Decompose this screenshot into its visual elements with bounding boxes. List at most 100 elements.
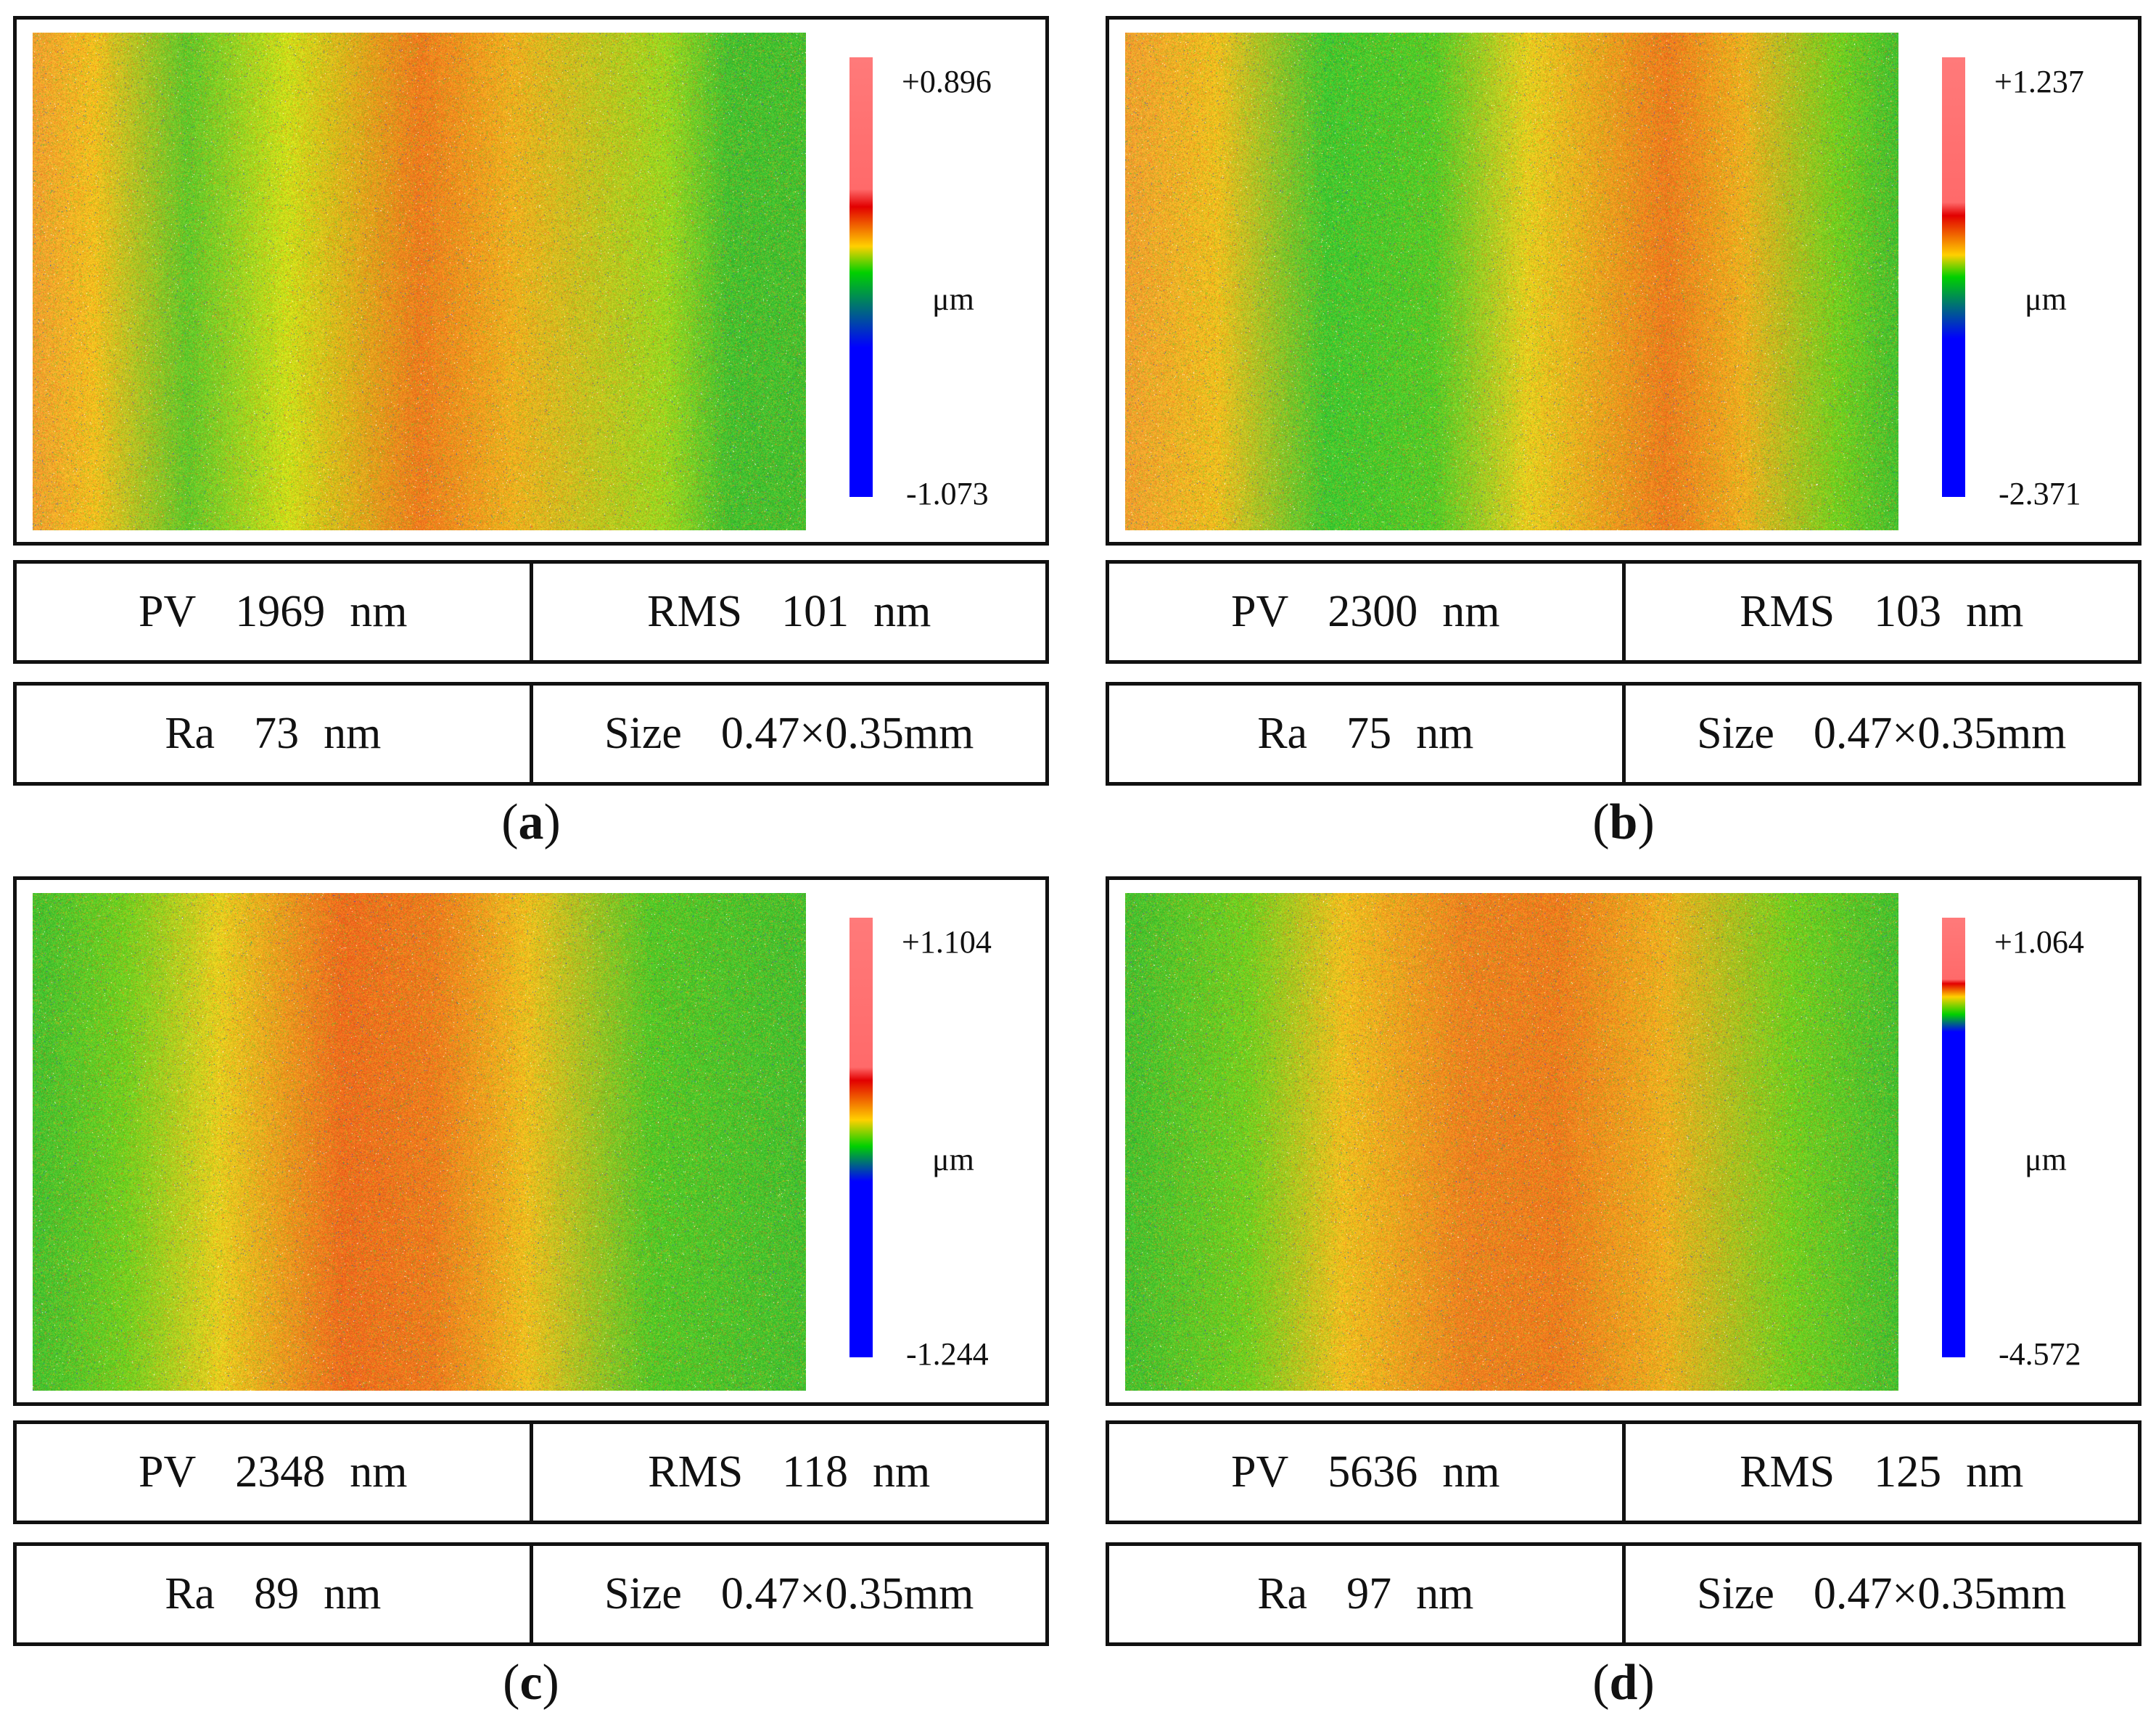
caption-letter: c bbox=[519, 1655, 543, 1711]
rms-value: 125 bbox=[1874, 1447, 1942, 1497]
ra-cell: Ra 89 nm bbox=[13, 1542, 533, 1646]
pv-cell: PV 2348 nm bbox=[13, 1420, 533, 1524]
pv-unit: nm bbox=[1442, 587, 1500, 636]
caption-close: ) bbox=[1637, 1655, 1655, 1711]
caption-open: ( bbox=[503, 1655, 520, 1711]
ra-label: Ra bbox=[1257, 1569, 1308, 1618]
panel-caption: (d) bbox=[1106, 1654, 2141, 1712]
ra-label: Ra bbox=[165, 1569, 215, 1618]
rms-unit: nm bbox=[1966, 1447, 2024, 1497]
caption-letter: a bbox=[518, 794, 544, 850]
pv-value: 2348 bbox=[235, 1447, 326, 1497]
scale-unit-label: μm bbox=[2025, 1142, 2067, 1177]
rms-label: RMS bbox=[1740, 587, 1835, 636]
panel-caption: (c) bbox=[13, 1654, 1049, 1712]
caption-open: ( bbox=[501, 794, 519, 850]
surface-height-map bbox=[33, 893, 806, 1391]
ra-unit: nm bbox=[324, 1569, 382, 1618]
size-label: Size bbox=[1697, 1569, 1774, 1618]
rms-unit: nm bbox=[873, 587, 931, 636]
surface-map-frame: +0.896 μm -1.073 bbox=[13, 16, 1049, 546]
scale-unit-label: μm bbox=[932, 281, 974, 317]
size-cell: Size 0.47×0.35mm bbox=[529, 1542, 1049, 1646]
pv-unit: nm bbox=[350, 1447, 408, 1497]
ra-value: 89 bbox=[254, 1569, 300, 1618]
panel-caption: (b) bbox=[1106, 794, 2141, 852]
stats-row-pv-rms: PV 2348 nm RMS 118 nm bbox=[13, 1420, 1049, 1524]
color-scale-bar bbox=[849, 918, 873, 1357]
pv-label: PV bbox=[139, 1447, 197, 1497]
pv-unit: nm bbox=[350, 587, 408, 636]
ra-unit: nm bbox=[1416, 1569, 1474, 1618]
pv-unit: nm bbox=[1442, 1447, 1500, 1497]
rms-label: RMS bbox=[1740, 1447, 1835, 1497]
caption-open: ( bbox=[1592, 1655, 1610, 1711]
stats-row-pv-rms: PV 2300 nm RMS 103 nm bbox=[1106, 560, 2141, 664]
rms-cell: RMS 101 nm bbox=[529, 560, 1049, 664]
size-cell: Size 0.47×0.35mm bbox=[1621, 1542, 2141, 1646]
size-value: 0.47×0.35mm bbox=[720, 709, 974, 758]
color-scale-bar bbox=[849, 57, 873, 497]
scale-min-label: -1.244 bbox=[906, 1336, 989, 1372]
stats-row-pv-rms: PV 1969 nm RMS 101 nm bbox=[13, 560, 1049, 664]
caption-letter: b bbox=[1609, 794, 1638, 850]
pv-label: PV bbox=[1231, 587, 1289, 636]
ra-value: 75 bbox=[1346, 709, 1392, 758]
size-label: Size bbox=[1697, 709, 1774, 758]
scale-max-label: +1.064 bbox=[1994, 924, 2084, 960]
caption-letter: d bbox=[1609, 1655, 1638, 1711]
caption-open: ( bbox=[1592, 794, 1610, 850]
pv-value: 2300 bbox=[1328, 587, 1418, 636]
stats-row-ra-size: Ra 97 nm Size 0.47×0.35mm bbox=[1106, 1542, 2141, 1646]
scale-min-label: -4.572 bbox=[1999, 1336, 2081, 1372]
color-scale-bar bbox=[1942, 57, 1965, 497]
surface-height-map bbox=[33, 33, 806, 530]
stats-row-ra-size: Ra 75 nm Size 0.47×0.35mm bbox=[1106, 682, 2141, 786]
panel-caption: (a) bbox=[13, 794, 1049, 852]
scale-max-label: +1.104 bbox=[902, 924, 992, 960]
panel-a: +0.896 μm -1.073 PV 1969 nm RMS 101 nm Ra 73 n… bbox=[13, 16, 1058, 850]
ra-value: 73 bbox=[254, 709, 300, 758]
pv-cell: PV 5636 nm bbox=[1106, 1420, 1626, 1524]
pv-value: 1969 bbox=[235, 587, 326, 636]
ra-unit: nm bbox=[324, 709, 382, 758]
ra-cell: Ra 75 nm bbox=[1106, 682, 1626, 786]
size-value: 0.47×0.35mm bbox=[1813, 1569, 2067, 1618]
ra-value: 97 bbox=[1346, 1569, 1392, 1618]
pv-label: PV bbox=[1231, 1447, 1289, 1497]
pv-value: 5636 bbox=[1328, 1447, 1418, 1497]
stats-row-ra-size: Ra 73 nm Size 0.47×0.35mm bbox=[13, 682, 1049, 786]
surface-map-frame: +1.104 μm -1.244 bbox=[13, 876, 1049, 1406]
caption-close: ) bbox=[1637, 794, 1655, 850]
ra-label: Ra bbox=[1257, 709, 1308, 758]
scale-max-label: +1.237 bbox=[1994, 64, 2084, 99]
size-label: Size bbox=[604, 709, 682, 758]
scale-unit-label: μm bbox=[2025, 281, 2067, 317]
caption-close: ) bbox=[542, 1655, 559, 1711]
ra-cell: Ra 97 nm bbox=[1106, 1542, 1626, 1646]
rms-value: 103 bbox=[1874, 587, 1942, 636]
color-scale-bar bbox=[1942, 918, 1965, 1357]
surface-map-frame: +1.237 μm -2.371 bbox=[1106, 16, 2141, 546]
panel-d: +1.064 μm -4.572 PV 5636 nm RMS 125 nm Ra 97 n… bbox=[1106, 876, 2150, 1711]
ra-unit: nm bbox=[1416, 709, 1474, 758]
ra-cell: Ra 73 nm bbox=[13, 682, 533, 786]
pv-cell: PV 2300 nm bbox=[1106, 560, 1626, 664]
size-value: 0.47×0.35mm bbox=[1813, 709, 2067, 758]
rms-value: 101 bbox=[781, 587, 849, 636]
scale-min-label: -1.073 bbox=[906, 476, 989, 511]
ra-label: Ra bbox=[165, 709, 215, 758]
panel-b: +1.237 μm -2.371 PV 2300 nm RMS 103 nm Ra 75 n… bbox=[1106, 16, 2150, 850]
rms-label: RMS bbox=[647, 587, 743, 636]
size-label: Size bbox=[604, 1569, 682, 1618]
pv-label: PV bbox=[139, 587, 197, 636]
size-cell: Size 0.47×0.35mm bbox=[1621, 682, 2141, 786]
stats-row-pv-rms: PV 5636 nm RMS 125 nm bbox=[1106, 1420, 2141, 1524]
scale-unit-label: μm bbox=[932, 1142, 974, 1177]
panel-c: +1.104 μm -1.244 PV 2348 nm RMS 118 nm Ra 89 n… bbox=[13, 876, 1058, 1711]
scale-max-label: +0.896 bbox=[902, 64, 992, 99]
scale-min-label: -2.371 bbox=[1999, 476, 2081, 511]
size-value: 0.47×0.35mm bbox=[720, 1569, 974, 1618]
surface-height-map bbox=[1125, 893, 1898, 1391]
rms-cell: RMS 125 nm bbox=[1621, 1420, 2141, 1524]
